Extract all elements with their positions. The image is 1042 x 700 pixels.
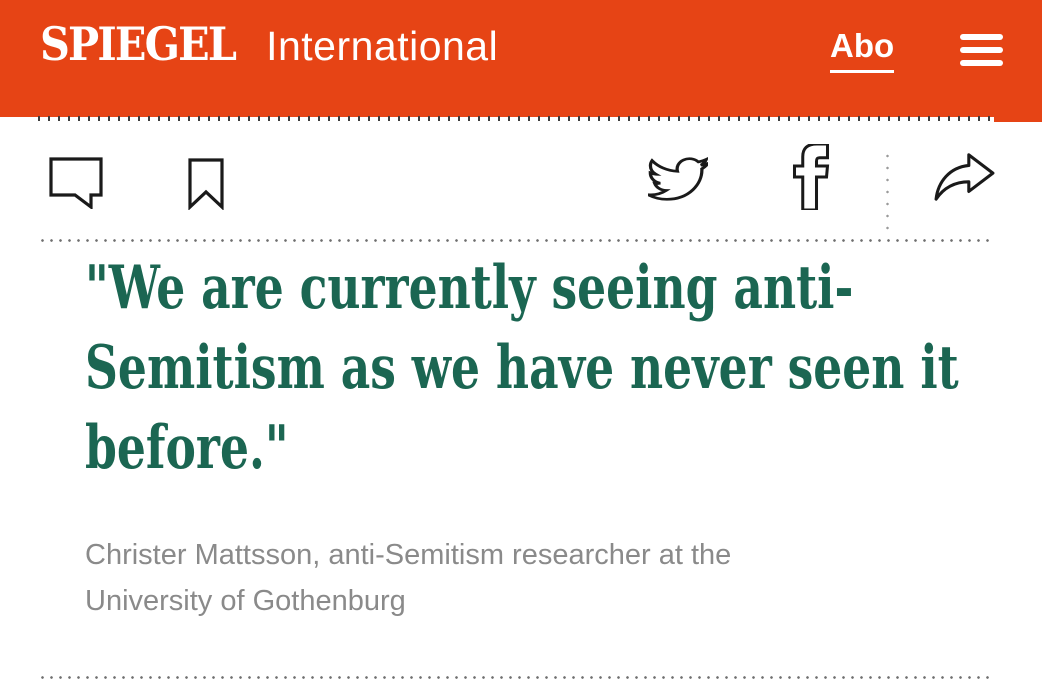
hamburger-menu-icon[interactable] (960, 34, 1003, 66)
divider-dotted-top (38, 239, 995, 242)
attribution-line: Christer Mattsson, anti-Semitism researc… (85, 539, 732, 571)
abo-link[interactable]: Abo (830, 27, 895, 73)
attribution-line: University of Gothenburg (85, 585, 406, 617)
header-notch (994, 117, 1042, 122)
quote-line: Semitism as we have never seen it (85, 333, 959, 403)
pull-quote: "We are currently seeing anti- Semitism … (85, 248, 959, 488)
bookmark-icon[interactable] (188, 158, 224, 210)
divider-dotted-bottom (38, 676, 995, 679)
divider-dashed-header (38, 116, 995, 121)
twitter-icon[interactable] (648, 154, 708, 204)
facebook-icon[interactable] (789, 144, 833, 210)
quote-attribution: Christer Mattsson, anti-Semitism researc… (85, 532, 731, 624)
logo-wordmark: SPIEGEL (40, 17, 237, 72)
quote-line: before." (85, 413, 289, 483)
site-header: SPIEGEL International Abo (0, 0, 1042, 117)
divider-dotted-vertical (886, 150, 889, 238)
spiegel-logo[interactable]: SPIEGEL International (40, 17, 499, 72)
logo-edition-label: International (266, 23, 499, 69)
share-icon[interactable] (933, 151, 995, 203)
comment-icon[interactable] (49, 157, 103, 209)
quote-line: "We are currently seeing anti- (85, 253, 854, 323)
